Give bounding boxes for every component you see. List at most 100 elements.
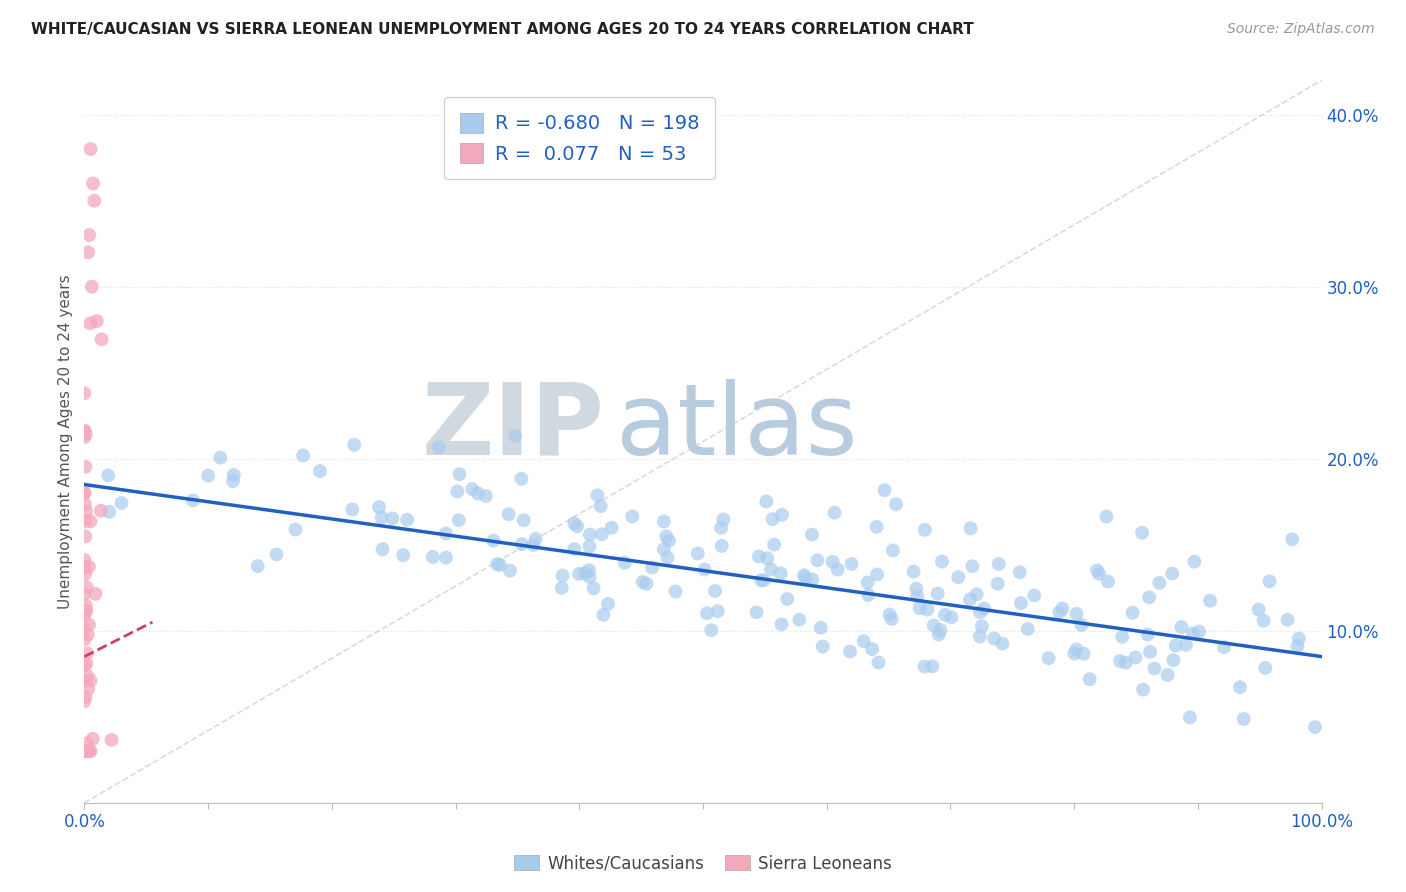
Point bbox=[959, 521, 981, 535]
Point bbox=[77, 617, 100, 632]
Point bbox=[756, 551, 779, 566]
Point bbox=[1109, 654, 1132, 668]
Point bbox=[1213, 640, 1236, 654]
Point bbox=[1017, 622, 1039, 636]
Point bbox=[841, 557, 863, 571]
Point bbox=[77, 245, 100, 260]
Point bbox=[1143, 661, 1166, 675]
Point bbox=[987, 557, 1010, 571]
Point bbox=[860, 642, 883, 657]
Point bbox=[1066, 607, 1088, 621]
Point bbox=[973, 601, 995, 615]
Point bbox=[1070, 618, 1092, 632]
Point bbox=[759, 562, 782, 576]
Point bbox=[1174, 638, 1197, 652]
Text: ZIP: ZIP bbox=[422, 378, 605, 475]
Legend: Whites/Caucasians, Sierra Leoneans: Whites/Caucasians, Sierra Leoneans bbox=[508, 848, 898, 880]
Point bbox=[748, 549, 770, 564]
Point bbox=[931, 555, 953, 569]
Point bbox=[75, 603, 97, 617]
Point bbox=[934, 607, 956, 622]
Point bbox=[73, 673, 96, 688]
Point bbox=[1130, 525, 1153, 540]
Point bbox=[873, 483, 896, 498]
Point bbox=[1156, 668, 1178, 682]
Point bbox=[446, 484, 468, 499]
Point bbox=[467, 486, 489, 500]
Point bbox=[510, 472, 533, 486]
Point bbox=[1253, 614, 1275, 628]
Point bbox=[592, 607, 614, 622]
Point bbox=[914, 659, 936, 673]
Point bbox=[75, 599, 97, 613]
Point bbox=[76, 646, 98, 660]
Point bbox=[686, 546, 709, 560]
Point bbox=[600, 521, 623, 535]
Point bbox=[801, 573, 824, 587]
Point bbox=[371, 542, 394, 557]
Point bbox=[884, 497, 907, 511]
Point bbox=[292, 449, 315, 463]
Point bbox=[1247, 602, 1270, 616]
Point bbox=[922, 618, 945, 632]
Point bbox=[76, 744, 98, 758]
Point bbox=[865, 520, 887, 534]
Point bbox=[84, 587, 107, 601]
Point bbox=[868, 656, 890, 670]
Point bbox=[1078, 672, 1101, 686]
Point bbox=[79, 673, 101, 688]
Point bbox=[1170, 620, 1192, 634]
Point bbox=[73, 486, 96, 500]
Point bbox=[1178, 710, 1201, 724]
Point bbox=[86, 314, 108, 328]
Point bbox=[991, 637, 1014, 651]
Point bbox=[636, 576, 658, 591]
Point bbox=[73, 497, 96, 511]
Point bbox=[562, 542, 585, 557]
Text: WHITE/CAUCASIAN VS SIERRA LEONEAN UNEMPLOYMENT AMONG AGES 20 TO 24 YEARS CORRELA: WHITE/CAUCASIAN VS SIERRA LEONEAN UNEMPL… bbox=[31, 22, 974, 37]
Point bbox=[222, 474, 245, 488]
Point bbox=[1125, 650, 1147, 665]
Point bbox=[512, 513, 534, 527]
Point bbox=[621, 509, 644, 524]
Point bbox=[76, 736, 98, 750]
Point bbox=[882, 543, 904, 558]
Point bbox=[76, 657, 98, 671]
Point bbox=[73, 430, 96, 444]
Point bbox=[90, 504, 112, 518]
Point bbox=[1199, 593, 1222, 607]
Point bbox=[486, 557, 509, 571]
Point bbox=[704, 583, 727, 598]
Point bbox=[76, 627, 98, 641]
Point bbox=[503, 429, 526, 443]
Point bbox=[222, 467, 245, 482]
Point bbox=[1052, 601, 1074, 615]
Point bbox=[73, 587, 96, 601]
Point bbox=[1132, 682, 1154, 697]
Point bbox=[839, 644, 862, 658]
Point bbox=[396, 513, 419, 527]
Point bbox=[76, 669, 98, 683]
Point bbox=[461, 482, 484, 496]
Point bbox=[449, 467, 471, 482]
Point bbox=[770, 617, 793, 632]
Point bbox=[914, 523, 936, 537]
Point bbox=[98, 505, 121, 519]
Point bbox=[762, 512, 785, 526]
Point bbox=[498, 507, 520, 521]
Point bbox=[181, 493, 204, 508]
Point bbox=[776, 591, 799, 606]
Point bbox=[879, 607, 901, 622]
Point bbox=[821, 555, 844, 569]
Point bbox=[489, 558, 512, 572]
Point bbox=[664, 584, 686, 599]
Point bbox=[522, 538, 544, 552]
Point bbox=[1277, 613, 1299, 627]
Point bbox=[77, 559, 100, 574]
Point bbox=[80, 279, 103, 293]
Point bbox=[1188, 624, 1211, 639]
Point bbox=[969, 605, 991, 619]
Point bbox=[79, 142, 101, 156]
Point bbox=[73, 386, 96, 401]
Point bbox=[73, 658, 96, 673]
